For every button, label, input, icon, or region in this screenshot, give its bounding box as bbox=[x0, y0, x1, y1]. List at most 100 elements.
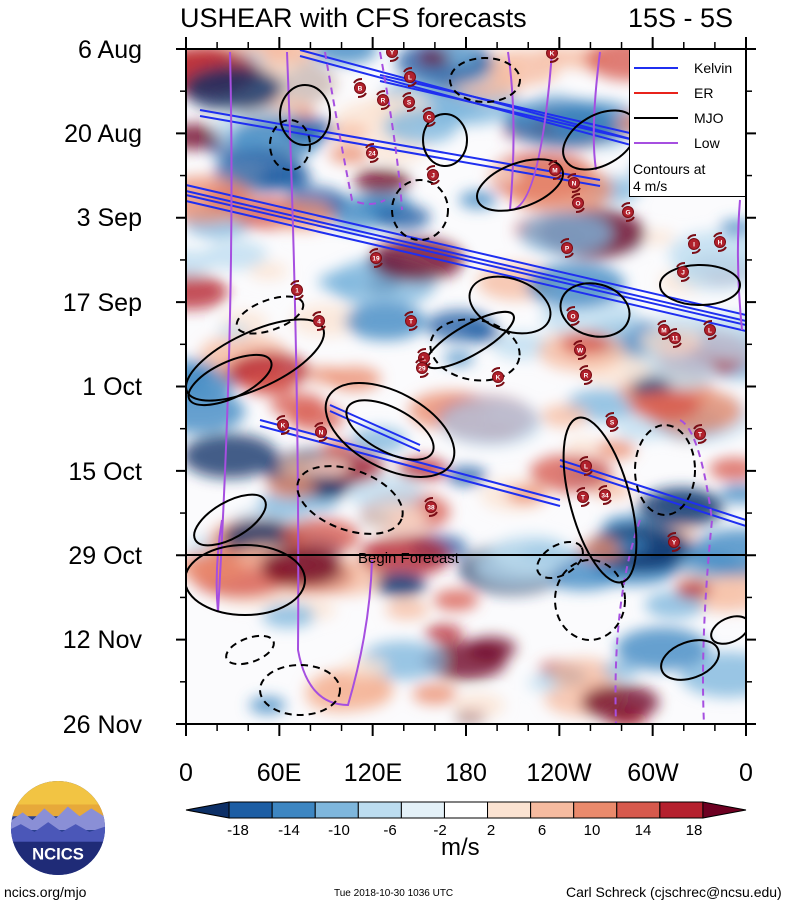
storm-marker: Y bbox=[667, 532, 681, 552]
contour-line bbox=[187, 353, 273, 407]
storm-swirl bbox=[577, 354, 587, 360]
storm-dot bbox=[315, 426, 327, 438]
colorbar-swatch bbox=[443, 801, 489, 819]
storm-dot bbox=[668, 536, 680, 548]
contour-line bbox=[554, 559, 626, 641]
storm-swirl bbox=[376, 90, 386, 96]
storm-marker: S bbox=[402, 92, 416, 112]
storm-marker: N bbox=[567, 173, 581, 193]
colorbar-label: 18 bbox=[685, 822, 703, 839]
shading-blob bbox=[492, 331, 552, 360]
contour-line bbox=[379, 51, 403, 211]
storm-marker: C bbox=[422, 107, 436, 127]
legend-note-line: Contours at bbox=[633, 161, 706, 177]
colorbar-label: -6 bbox=[383, 822, 397, 839]
contour-line bbox=[476, 158, 564, 212]
shading-blob bbox=[248, 262, 288, 281]
storm-label: B bbox=[358, 86, 363, 93]
storm-swirl bbox=[598, 485, 608, 491]
shading-blob bbox=[186, 123, 222, 150]
contour-line bbox=[193, 493, 267, 547]
contour-line bbox=[429, 318, 521, 382]
storm-swirl bbox=[583, 470, 593, 476]
storm-label: L bbox=[408, 75, 412, 82]
contour-line bbox=[679, 419, 714, 724]
colorbar-swatch bbox=[271, 801, 316, 819]
colorbar-swatch bbox=[400, 801, 445, 819]
contour-line bbox=[199, 109, 601, 181]
y-tick-label: 15 Oct bbox=[68, 458, 142, 486]
legend-contour-note: Contours at 4 m/s bbox=[633, 161, 705, 195]
storm-dot bbox=[405, 315, 417, 327]
storm-marker: M bbox=[548, 160, 562, 180]
storm-dot bbox=[622, 206, 634, 218]
storm-swirl bbox=[417, 348, 427, 354]
contour-line bbox=[559, 465, 746, 527]
storm-swirl bbox=[602, 499, 612, 505]
storm-marker: 19 bbox=[369, 248, 383, 268]
legend-swatch bbox=[634, 117, 678, 119]
shading-blob bbox=[688, 529, 746, 577]
storm-swirl bbox=[312, 311, 322, 317]
colorbar-label: -14 bbox=[278, 822, 300, 839]
storm-swirl bbox=[605, 412, 615, 418]
y-tick-label: 26 Nov bbox=[62, 711, 142, 739]
storm-label: H bbox=[718, 240, 723, 247]
storm-swirl bbox=[491, 367, 501, 373]
storm-dot bbox=[377, 94, 389, 106]
colorbar-label: -10 bbox=[328, 822, 350, 839]
storm-dot bbox=[574, 344, 586, 356]
legend-item-kelvin: Kelvin bbox=[630, 58, 745, 78]
storm-marker: O bbox=[566, 306, 580, 326]
x-tick-label: 60W bbox=[627, 759, 679, 787]
shading-blob bbox=[186, 65, 282, 112]
storm-swirl bbox=[415, 358, 425, 364]
shading-blob bbox=[375, 572, 427, 597]
storm-swirl bbox=[566, 306, 576, 312]
storm-swirl bbox=[546, 44, 554, 48]
storm-marker: 24 bbox=[365, 143, 379, 163]
contour-line bbox=[710, 615, 746, 645]
contour-line bbox=[259, 425, 561, 507]
shading-blob bbox=[345, 302, 427, 341]
storm-dot bbox=[549, 164, 561, 176]
shading-blob bbox=[540, 404, 589, 428]
storm-dot bbox=[423, 111, 435, 123]
shading-blob bbox=[383, 109, 459, 145]
y-tick-label: 6 Aug bbox=[78, 36, 142, 64]
colorbar-swatch bbox=[530, 801, 575, 819]
storm-swirl bbox=[424, 497, 434, 503]
storm-swirl bbox=[408, 325, 418, 331]
ncics-logo[interactable]: NCICS bbox=[9, 779, 107, 877]
storm-label: K bbox=[550, 51, 555, 58]
storm-marker: H bbox=[713, 232, 727, 252]
colorbar-label: 6 bbox=[537, 822, 547, 839]
colorbar-swatch bbox=[357, 801, 402, 819]
storm-swirl bbox=[419, 372, 429, 378]
storm-label: 1 bbox=[295, 288, 299, 295]
storm-marker: K bbox=[491, 367, 505, 387]
contour-line bbox=[536, 540, 584, 580]
colorbar-swatch bbox=[616, 801, 661, 819]
shading-blob bbox=[630, 388, 701, 422]
storm-swirl bbox=[386, 43, 394, 47]
storm-label: P bbox=[565, 246, 570, 253]
shading-blob bbox=[412, 683, 458, 705]
legend-label: MJO bbox=[694, 110, 724, 126]
storm-label: K bbox=[281, 423, 286, 430]
x-tick-label: 180 bbox=[445, 759, 487, 787]
storm-swirl bbox=[426, 121, 436, 127]
chart-region: 15S - 5S bbox=[628, 3, 734, 33]
storm-marker: L bbox=[703, 320, 717, 340]
shading-blob bbox=[291, 304, 362, 337]
storm-marker: Y bbox=[386, 43, 399, 62]
storm-swirl bbox=[579, 456, 589, 462]
footer-site-link[interactable]: ncics.org/mjo bbox=[4, 884, 87, 900]
legend-swatch bbox=[634, 142, 678, 144]
storm-label: Y bbox=[672, 540, 677, 547]
contour-line bbox=[449, 57, 521, 103]
storm-label: 11 bbox=[672, 336, 679, 343]
shading-blob bbox=[354, 168, 411, 195]
contour-line bbox=[659, 264, 741, 306]
shading-blob bbox=[186, 433, 278, 479]
